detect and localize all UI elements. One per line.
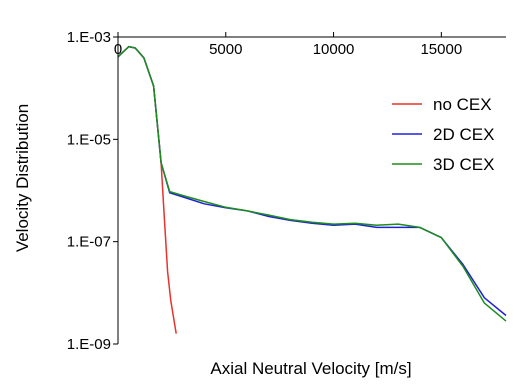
axes-layer (117, 36, 506, 344)
x-tick-label: 15000 (420, 41, 462, 58)
legend: no CEX 2D CEX 3D CEX (392, 95, 494, 174)
legend-label: 3D CEX (433, 155, 494, 174)
x-ticks: 0 5000 10000 15000 (114, 32, 462, 58)
y-tick-label: 1.E-07 (67, 234, 111, 251)
y-axis-title: Velocity Distribution (13, 104, 32, 252)
legend-label: no CEX (433, 95, 492, 114)
legend-label: 2D CEX (433, 125, 494, 144)
x-axis-title: Axial Neutral Velocity [m/s] (210, 359, 411, 378)
x-tick-label: 5000 (209, 41, 242, 58)
x-tick-label: 0 (114, 41, 122, 58)
series-line-no-cex (117, 45, 177, 334)
series-line-2d-cex (117, 45, 507, 317)
x-tick-label: 10000 (313, 41, 355, 58)
y-tick-label: 1.E-05 (67, 131, 111, 148)
y-tick-label: 1.E-03 (67, 29, 111, 46)
series-layer (117, 45, 507, 334)
y-ticks: 1.E-03 1.E-05 1.E-07 1.E-09 (67, 29, 118, 353)
series-line-3d-cex (117, 45, 507, 322)
y-tick-label: 1.E-09 (67, 336, 111, 353)
